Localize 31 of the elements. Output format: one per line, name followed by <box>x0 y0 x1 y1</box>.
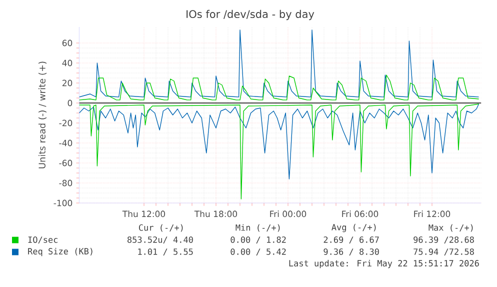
text: 2.69 / 6.67 <box>324 236 379 244</box>
y-tick-label: -40 <box>59 140 72 146</box>
text: 96.39 /28.68 <box>414 236 474 244</box>
text: Cur (-/+) <box>138 224 183 232</box>
text: 0.00 / 5.42 <box>230 248 286 256</box>
y-tick-label: -20 <box>59 120 72 126</box>
y-tick-label: -60 <box>59 160 72 166</box>
y-tick-label: 20 <box>62 80 72 86</box>
text: Last update: Fri May 22 15:51:17 2026 <box>289 260 479 268</box>
text: 853.52u/ 4.40 <box>127 236 193 244</box>
x-tick-label: Fri 00:00 <box>270 210 306 218</box>
x-tick-label: Fri 06:00 <box>342 210 378 218</box>
y-tick-label: 60 <box>62 40 72 46</box>
chart-title: IOs for /dev/sda - by day <box>186 10 314 20</box>
y-axis-title: Units read (-) / write (+) <box>38 62 47 168</box>
x-tick-label: Thu 18:00 <box>194 210 238 218</box>
x-tick-label: Thu 12:00 <box>122 210 166 218</box>
y-tick-label: 0 <box>68 100 72 106</box>
text: Min (-/+) <box>236 224 280 232</box>
text: 0.00 / 1.82 <box>230 236 286 244</box>
y-tick-label: -80 <box>59 180 72 186</box>
text: 75.94 /72.58 <box>414 248 474 256</box>
text: 1.01 / 5.55 <box>138 248 193 256</box>
legend-label: Req Size (KB) <box>28 248 92 256</box>
text: Avg (-/+) <box>332 224 376 232</box>
y-tick-label: -100 <box>54 200 72 206</box>
legend-label: IO/sec <box>28 236 58 244</box>
text: Max (-/+) <box>428 224 473 232</box>
x-tick-label: Fri 12:00 <box>414 210 450 218</box>
text: 9.36 / 8.30 <box>324 248 379 256</box>
y-tick-label: 40 <box>62 60 72 66</box>
